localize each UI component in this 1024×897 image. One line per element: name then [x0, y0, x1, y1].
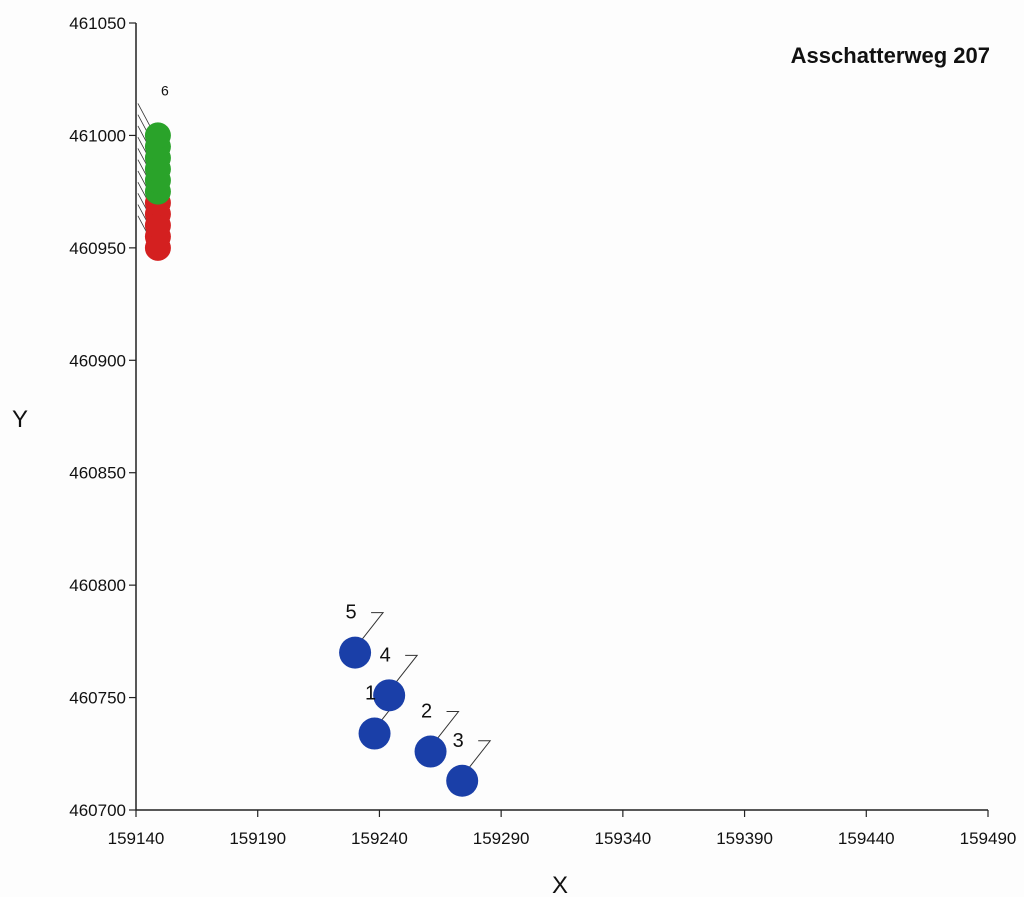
y-tick-label: 461050 — [69, 14, 126, 33]
data-point — [144, 122, 171, 149]
y-tick-label: 461000 — [69, 126, 126, 145]
chart-title: Asschatterweg 207 — [791, 43, 990, 68]
x-tick-label: 159190 — [229, 829, 286, 848]
x-tick-label: 159240 — [351, 829, 408, 848]
leader-line — [436, 711, 460, 740]
leader-line — [360, 612, 385, 641]
x-tick-label: 159490 — [960, 829, 1017, 848]
data-point — [373, 679, 406, 712]
data-point — [339, 636, 372, 669]
y-tick-label: 460950 — [69, 239, 126, 258]
leader-lines — [137, 103, 492, 770]
x-tick-label: 159390 — [716, 829, 773, 848]
y-tick-label: 460900 — [69, 351, 126, 370]
data-point — [446, 764, 479, 797]
point-label: 2 — [421, 701, 432, 723]
point-label: 3 — [453, 730, 464, 752]
y-tick-label: 460850 — [69, 464, 126, 483]
point-label: 6 — [161, 82, 169, 98]
data-point — [358, 717, 391, 750]
point-label: 4 — [380, 644, 391, 666]
point-label: 5 — [346, 602, 357, 624]
leader-line — [467, 740, 492, 770]
y-tick-label: 460700 — [69, 801, 126, 820]
x-tick-label: 159140 — [108, 829, 165, 848]
data-point — [414, 735, 447, 768]
point-label: 1 — [365, 683, 376, 705]
y-tick-label: 460750 — [69, 689, 126, 708]
x-tick-label: 159340 — [594, 829, 651, 848]
axes: 460700 460750 460800 460850 460900 460950 4610… — [69, 14, 1016, 848]
x-tick-label: 159290 — [473, 829, 530, 848]
x-tick-label: 159440 — [838, 829, 895, 848]
x-axis-title: X — [552, 872, 568, 897]
y-axis-title: Y — [12, 406, 28, 433]
leader-line — [394, 654, 419, 684]
y-tick-label: 460800 — [69, 576, 126, 595]
data-points — [144, 122, 479, 797]
